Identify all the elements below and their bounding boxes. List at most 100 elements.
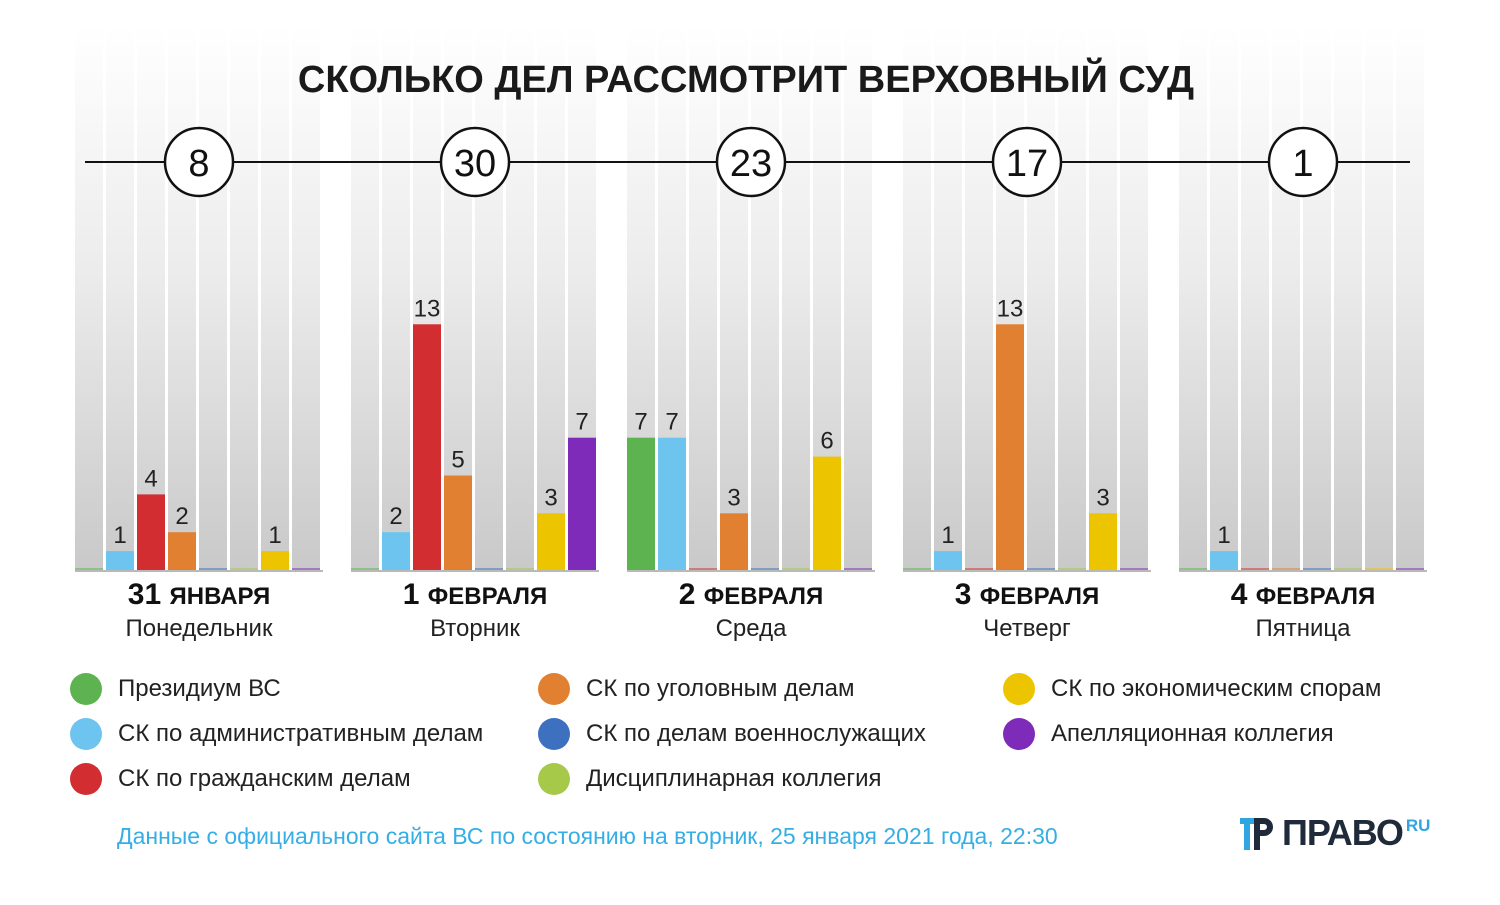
group-baseline bbox=[1179, 570, 1427, 572]
bar-value-label: 13 bbox=[997, 295, 1024, 322]
legend-item-military: СК по делам военнослужащих bbox=[538, 717, 926, 751]
background-column bbox=[382, 25, 410, 570]
bar-value-label: 1 bbox=[113, 522, 126, 549]
pravo-logo-icon bbox=[1240, 818, 1273, 850]
legend-label: СК по делам военнослужащих bbox=[586, 720, 926, 747]
bar-value-label: 2 bbox=[389, 503, 402, 530]
group-baseline bbox=[903, 570, 1151, 572]
bar-economic bbox=[537, 513, 565, 570]
background-column bbox=[1241, 25, 1269, 570]
background-column bbox=[751, 25, 779, 570]
group-total: 17 bbox=[1006, 143, 1048, 185]
legend-label: Апелляционная коллегия bbox=[1051, 720, 1334, 747]
bar-presidium bbox=[627, 437, 655, 570]
bar-value-label: 1 bbox=[1217, 522, 1230, 549]
legend-item-presidium: Президиум ВС bbox=[70, 672, 281, 706]
bar-admin bbox=[658, 437, 686, 570]
background-column bbox=[106, 25, 134, 570]
legend-swatch bbox=[1003, 673, 1035, 705]
bar-value-label: 4 bbox=[144, 465, 157, 492]
background-column bbox=[844, 25, 872, 570]
chart-title: СКОЛЬКО ДЕЛ РАССМОТРИТ ВЕРХОВНЫЙ СУД bbox=[298, 56, 1194, 101]
legend-swatch bbox=[538, 763, 570, 795]
total-circle bbox=[991, 126, 1063, 198]
legend-label: Президиум ВС bbox=[118, 675, 281, 702]
bar-military bbox=[1027, 568, 1055, 570]
bar-economic bbox=[813, 456, 841, 570]
bar-value-label: 3 bbox=[544, 484, 557, 511]
background-column bbox=[292, 25, 320, 570]
background-column bbox=[1272, 25, 1300, 570]
legend: Президиум ВС СК по административным дела… bbox=[70, 672, 1470, 812]
background-column bbox=[1179, 25, 1207, 570]
group-baseline bbox=[627, 570, 875, 572]
group-total: 30 bbox=[454, 143, 496, 185]
bar-appeal bbox=[1396, 568, 1424, 570]
total-circle bbox=[715, 126, 787, 198]
bar-value-label: 6 bbox=[820, 428, 833, 455]
legend-label: СК по уголовным делам bbox=[586, 675, 855, 702]
background-column bbox=[782, 25, 810, 570]
bar-presidium bbox=[903, 568, 931, 570]
legend-label: СК по административным делам bbox=[118, 720, 484, 747]
bar-admin bbox=[1210, 551, 1238, 570]
bar-appeal bbox=[292, 568, 320, 570]
legend-swatch bbox=[70, 763, 102, 795]
legend-swatch bbox=[538, 673, 570, 705]
legend-swatch bbox=[70, 718, 102, 750]
bar-military bbox=[1303, 568, 1331, 570]
background-column bbox=[230, 25, 258, 570]
background-column bbox=[1396, 25, 1424, 570]
group-date: 3 ФЕВРАЛЯ bbox=[955, 578, 1099, 611]
total-circle bbox=[1267, 126, 1339, 198]
background-column bbox=[137, 25, 165, 570]
group-baseline bbox=[351, 570, 599, 572]
bar-admin bbox=[934, 551, 962, 570]
background-column bbox=[1120, 25, 1148, 570]
bar-military bbox=[751, 568, 779, 570]
background-column bbox=[1027, 25, 1055, 570]
background-column bbox=[965, 25, 993, 570]
bar-economic bbox=[261, 551, 289, 570]
bar-economic bbox=[1365, 568, 1393, 570]
legend-item-economic: СК по экономическим спорам bbox=[1003, 672, 1381, 706]
bar-criminal bbox=[720, 513, 748, 570]
background-column bbox=[689, 25, 717, 570]
group-date: 4 ФЕВРАЛЯ bbox=[1231, 578, 1375, 611]
bar-civil bbox=[965, 568, 993, 570]
background-column bbox=[1365, 25, 1393, 570]
bar-military bbox=[199, 568, 227, 570]
background-column bbox=[934, 25, 962, 570]
brand-suffix: RU bbox=[1405, 816, 1431, 835]
background-column bbox=[199, 25, 227, 570]
group-date: 1 ФЕВРАЛЯ bbox=[403, 578, 547, 611]
legend-item-appeal: Апелляционная коллегия bbox=[1003, 717, 1334, 751]
group-baseline bbox=[75, 570, 323, 572]
bar-criminal bbox=[444, 475, 472, 570]
bar-appeal bbox=[844, 568, 872, 570]
bar-presidium bbox=[351, 568, 379, 570]
bar-civil bbox=[137, 494, 165, 570]
group-total: 1 bbox=[1292, 143, 1313, 185]
group-date: 2 ФЕВРАЛЯ bbox=[679, 578, 823, 611]
group-total: 8 bbox=[188, 143, 209, 185]
background-column bbox=[903, 25, 931, 570]
legend-swatch bbox=[70, 673, 102, 705]
bar-civil bbox=[1241, 568, 1269, 570]
bar-value-label: 13 bbox=[414, 295, 441, 322]
bar-military bbox=[475, 568, 503, 570]
background-column bbox=[1303, 25, 1331, 570]
bar-presidium bbox=[1179, 568, 1207, 570]
bar-disciplinary bbox=[1334, 568, 1362, 570]
bar-appeal bbox=[1120, 568, 1148, 570]
bar-value-label: 2 bbox=[175, 503, 188, 530]
legend-label: СК по гражданским делам bbox=[118, 765, 411, 792]
source-note: Данные с официального сайта ВС по состоя… bbox=[117, 823, 1058, 849]
total-circle bbox=[439, 126, 511, 198]
background-column bbox=[1334, 25, 1362, 570]
legend-item-disciplinary: Дисциплинарная коллегия bbox=[538, 762, 882, 796]
background-column bbox=[1089, 25, 1117, 570]
bar-value-label: 3 bbox=[1096, 484, 1109, 511]
bar-presidium bbox=[75, 568, 103, 570]
background-column bbox=[168, 25, 196, 570]
